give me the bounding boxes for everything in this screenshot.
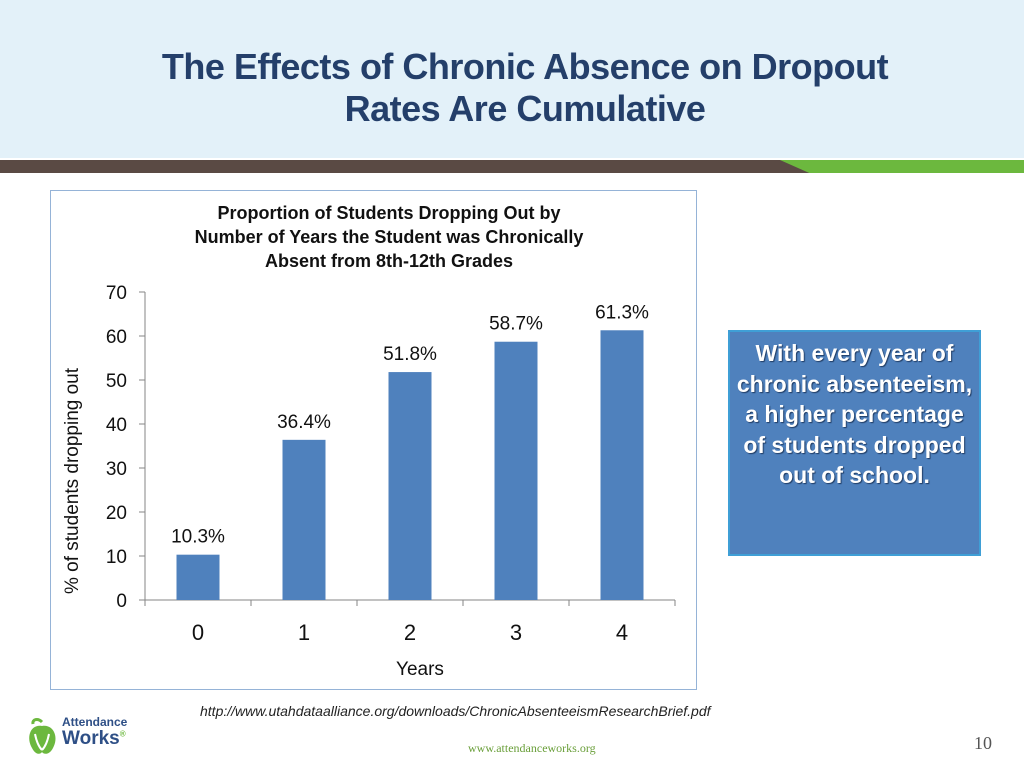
x-tick-label: 1: [298, 620, 310, 645]
divider-band: [0, 160, 1024, 173]
x-tick-label: 4: [616, 620, 628, 645]
data-label: 36.4%: [277, 412, 331, 433]
x-tick-label: 3: [510, 620, 522, 645]
bar: [388, 372, 432, 600]
apple-logo-icon: [29, 718, 56, 754]
data-label: 61.3%: [595, 302, 649, 323]
bar: [600, 330, 644, 600]
slide-title: The Effects of Chronic Absence on Dropou…: [60, 46, 990, 130]
bar-chart: Proportion of Students Dropping Out by Nu…: [62, 203, 676, 680]
y-tick-label: 0: [116, 591, 127, 612]
slide-header: The Effects of Chronic Absence on Dropou…: [0, 0, 1024, 158]
y-tick-label: 10: [106, 547, 127, 568]
logo-text-line1: Attendance: [62, 715, 128, 729]
chart-title-line: Proportion of Students Dropping Out by: [218, 203, 561, 223]
chart-container: Proportion of Students Dropping Out by Nu…: [50, 190, 697, 690]
chart-title-line: Number of Years the Student was Chronica…: [195, 227, 584, 247]
data-label: 10.3%: [171, 527, 225, 548]
slide-title-line2: Rates Are Cumulative: [344, 88, 706, 129]
y-tick-label: 50: [106, 371, 127, 392]
y-tick-label: 60: [106, 327, 127, 348]
page-number: 10: [974, 733, 992, 753]
callout-box: With every year of chronic absenteeism, …: [728, 330, 981, 556]
divider-accent: [780, 160, 1024, 173]
logo-text-line2: Works®: [62, 729, 127, 748]
bar: [282, 439, 326, 600]
bar: [494, 341, 538, 600]
y-tick-label: 20: [106, 503, 127, 524]
y-tick-label: 30: [106, 459, 127, 480]
x-tick-label: 2: [404, 620, 416, 645]
callout-text: With every year of chronic absenteeism, …: [736, 340, 973, 488]
data-label: 51.8%: [383, 344, 437, 365]
logo-mark: ®: [119, 729, 126, 739]
x-axis-title: Years: [396, 659, 444, 680]
slide-title-line1: The Effects of Chronic Absence on Dropou…: [161, 46, 889, 87]
source-citation[interactable]: http://www.utahdataalliance.org/download…: [200, 703, 711, 719]
chart-title-line: Absent from 8th-12th Grades: [265, 251, 513, 271]
bar: [176, 554, 220, 600]
website-link[interactable]: www.attendanceworks.org: [468, 741, 596, 755]
y-tick-label: 40: [106, 415, 127, 436]
y-axis-title: % of students dropping out: [62, 367, 83, 594]
y-tick-label: 70: [106, 283, 127, 304]
attendance-works-logo: Attendance Works®: [24, 716, 144, 758]
data-label: 58.7%: [489, 314, 543, 335]
x-tick-label: 0: [192, 620, 204, 645]
logo-word: Works: [62, 728, 120, 749]
